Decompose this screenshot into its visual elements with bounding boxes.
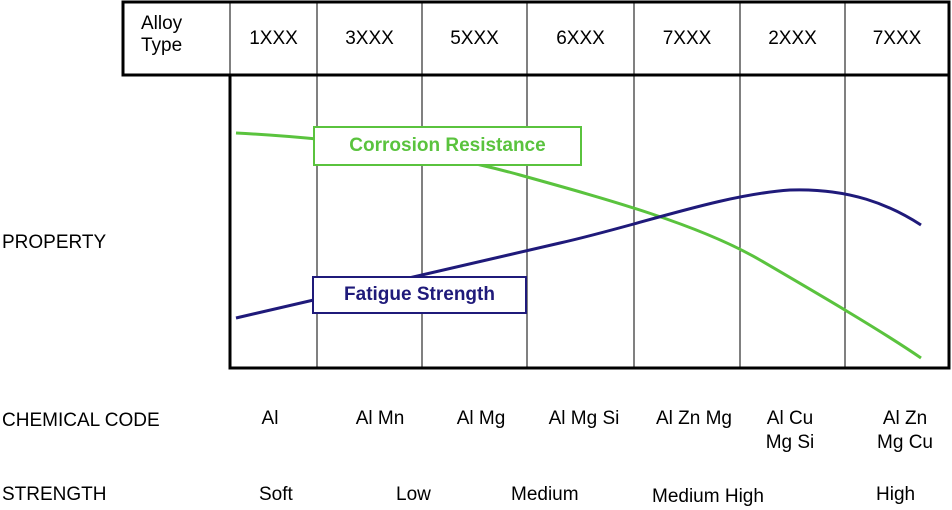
chemical-code-2: Al Mn <box>335 407 425 431</box>
alloy-column-1: 1XXX <box>249 28 298 49</box>
alloy-column-4: 6XXX <box>556 28 605 49</box>
strength-low: Low <box>396 484 431 505</box>
alloy-type-label: Alloy Type <box>141 13 182 57</box>
strength-label: STRENGTH <box>2 484 107 505</box>
corrosion-resistance-callout: Corrosion Resistance <box>313 126 582 166</box>
alloy-column-3: 5XXX <box>450 28 499 49</box>
alloy-column-7: 7XXX <box>872 28 922 49</box>
property-label: PROPERTY <box>2 232 107 253</box>
fatigue-strength-curve <box>235 188 922 320</box>
chemical-code-text: Al Mg <box>456 408 506 429</box>
chemical-code-3: Al Mg <box>436 407 526 431</box>
chemical-code-7: Al Zn Mg Cu <box>860 407 950 455</box>
chemical-code-text: Al Zn Mg <box>655 408 733 429</box>
chemical-code-4: Al Mg Si <box>534 407 634 431</box>
alloy-column-6: 2XXX <box>768 28 817 49</box>
chart-box <box>228 73 951 370</box>
chemical-code-text: Al Cu <box>766 408 814 429</box>
alloy-column-5: 7XXX <box>662 28 712 49</box>
chemical-code-label: CHEMICAL CODE <box>2 410 160 431</box>
chemical-code-5: Al Zn Mg <box>640 407 748 431</box>
fatigue-strength-callout: Fatigue Strength <box>312 276 527 314</box>
strength-soft: Soft <box>259 484 293 505</box>
chemical-code-text: Mg Si <box>765 432 815 453</box>
alloy-column-2: 3XXX <box>345 28 394 49</box>
alloy-type-label-line1: Alloy <box>141 13 183 34</box>
chemical-code-text: Al Mn <box>355 408 405 429</box>
chemical-code-1: Al <box>230 407 310 431</box>
chemical-code-6: Al Cu Mg Si <box>750 407 830 455</box>
strength-medium: Medium <box>511 484 579 505</box>
chemical-code-text: Al <box>261 408 279 429</box>
chemical-code-text: Mg Cu <box>877 432 933 453</box>
chemical-code-text: Al Zn <box>882 408 928 429</box>
chemical-code-text: Al Mg Si <box>548 408 620 429</box>
corrosion-resistance-curve <box>235 131 922 360</box>
strength-high: High <box>876 484 916 505</box>
alloy-type-label-line2: Type <box>141 35 183 56</box>
strength-medium-high: Medium High <box>652 486 764 507</box>
